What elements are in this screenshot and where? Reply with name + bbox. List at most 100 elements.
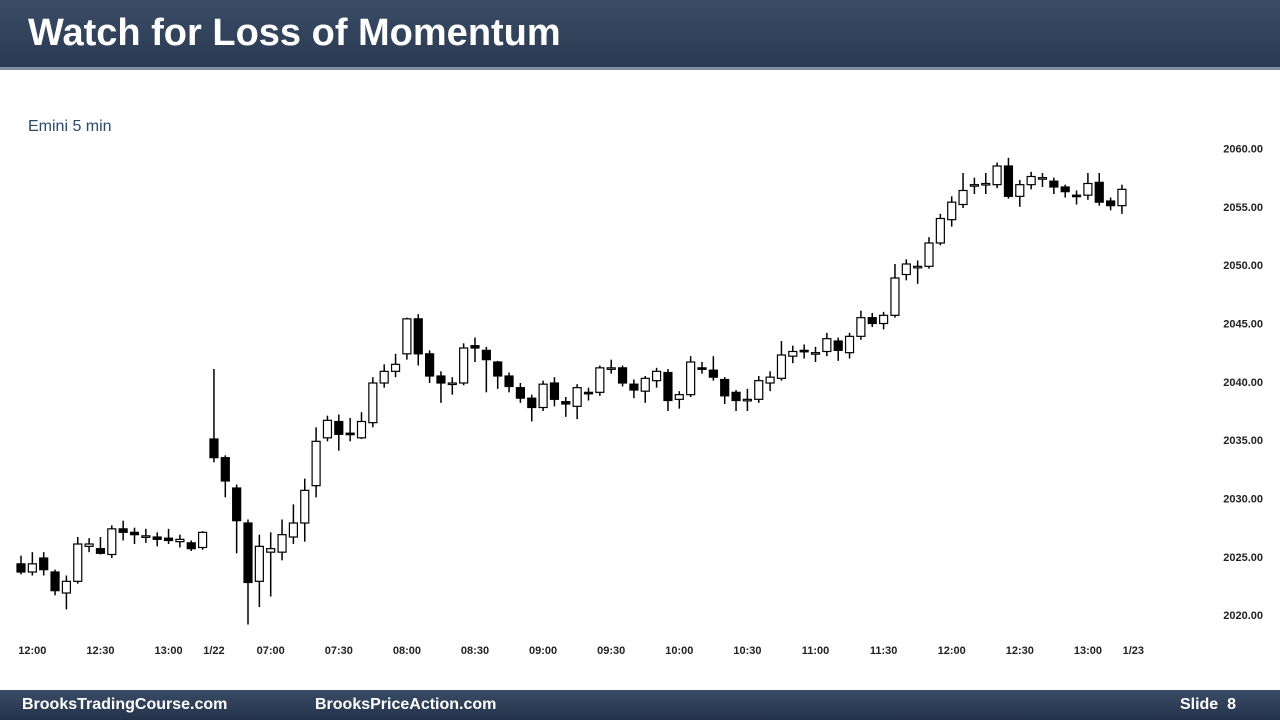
candle-body	[209, 438, 219, 459]
candle-body	[220, 457, 230, 482]
candle-body	[947, 201, 957, 221]
candle-body	[73, 543, 83, 582]
candle-body	[254, 545, 264, 582]
candle-body	[629, 383, 639, 391]
candle-body	[697, 367, 707, 370]
candle-body	[561, 401, 571, 405]
candle-body	[720, 378, 730, 397]
candle-body	[799, 349, 809, 353]
candle-body	[833, 340, 843, 351]
y-tick-label: 2020.00	[1223, 610, 1263, 622]
footer-left: BrooksTradingCourse.com	[22, 696, 228, 713]
y-tick-label: 2045.00	[1223, 319, 1263, 331]
candle-body	[266, 548, 276, 553]
candle-body	[152, 536, 162, 540]
candle-body	[470, 345, 480, 349]
x-tick-label: 07:00	[257, 645, 285, 657]
candle-body	[447, 382, 457, 386]
candle-body	[186, 542, 196, 550]
candle-body	[617, 367, 628, 384]
candle-body	[243, 522, 253, 584]
candle-body	[1071, 194, 1082, 198]
candle-body	[878, 314, 889, 325]
x-tick-label: 12:00	[18, 645, 46, 657]
candle-body	[924, 242, 934, 267]
candle-body	[981, 182, 991, 186]
candle-body	[311, 440, 321, 487]
candle-body	[890, 277, 900, 316]
chart: Emini 5 min 2020.00 2025.00 2030.00 2035.00…	[16, 118, 1263, 657]
candle-body	[651, 370, 662, 382]
candle-body	[300, 489, 310, 524]
chart-subtitle: Emini 5 min	[28, 118, 112, 135]
candle-body	[413, 318, 423, 355]
candle-body	[992, 165, 1002, 186]
candle-body	[39, 557, 49, 571]
x-tick-label: 13:00	[1074, 645, 1102, 657]
footer-right: Slide 8	[1179, 696, 1236, 713]
candle-body	[810, 352, 821, 355]
candle-body	[549, 382, 560, 400]
x-tick-label: 09:00	[529, 645, 557, 657]
candle-body	[232, 487, 242, 522]
candle-body	[572, 387, 582, 407]
candle-body	[322, 419, 333, 439]
x-tick-label: 10:00	[665, 645, 693, 657]
x-tick-label: 11:00	[802, 645, 830, 657]
x-tick-label: 08:30	[461, 645, 489, 657]
candle-body	[84, 543, 94, 547]
candle-body	[583, 391, 594, 395]
candle-body	[606, 367, 616, 370]
candle-body	[1117, 188, 1127, 207]
x-tick-label: 12:00	[938, 645, 966, 657]
candle-body	[141, 535, 151, 538]
candle-body	[969, 184, 980, 187]
y-tick-label: 2025.00	[1223, 552, 1263, 564]
x-tick-label: 07:30	[325, 645, 353, 657]
candle-body	[538, 383, 548, 409]
x-tick-label: 12:30	[1006, 645, 1034, 657]
candle-body	[402, 318, 412, 355]
x-tick-label: 1/22	[203, 645, 224, 657]
candle-body	[844, 335, 855, 354]
candle-body	[288, 522, 298, 538]
x-tick-label: 09:30	[597, 645, 625, 657]
candle-body	[459, 347, 469, 384]
candle-body	[1060, 186, 1070, 193]
candle-body	[515, 387, 526, 399]
footer: BrooksTradingCourse.com BrooksPriceActio…	[0, 690, 1280, 720]
candle-body	[686, 361, 696, 396]
candle-body	[95, 548, 106, 554]
candle-body	[788, 350, 798, 357]
candle-body	[754, 380, 764, 400]
candle-body	[61, 580, 72, 594]
candle-body	[1094, 181, 1104, 203]
candle-body	[436, 375, 446, 384]
candle-body	[1049, 180, 1059, 188]
x-tick-label: 10:30	[733, 645, 761, 657]
candle-body	[674, 394, 684, 400]
candle-body	[1003, 165, 1014, 197]
y-tick-label: 2035.00	[1223, 435, 1263, 447]
candle-body	[356, 420, 367, 439]
candle-body	[16, 563, 26, 573]
candle-body	[765, 376, 775, 384]
candle-body	[708, 369, 718, 378]
candle-body	[163, 537, 174, 542]
x-tick-label: 1/23	[1123, 645, 1144, 657]
x-tick-label: 11:30	[870, 645, 898, 657]
candle-body	[379, 370, 389, 384]
y-tick-label: 2050.00	[1223, 260, 1263, 272]
slide-title: Watch for Loss of Momentum	[28, 12, 561, 54]
candle-body	[198, 531, 208, 549]
candle-body	[1105, 200, 1116, 207]
candle-body	[129, 531, 140, 536]
y-tick-label: 2060.00	[1223, 144, 1263, 156]
candle-body	[118, 528, 128, 533]
candle-body	[958, 189, 968, 206]
candle-body	[107, 528, 117, 556]
y-tick-label: 2055.00	[1223, 202, 1263, 214]
candle-body	[27, 563, 37, 573]
candle-body	[640, 377, 650, 392]
